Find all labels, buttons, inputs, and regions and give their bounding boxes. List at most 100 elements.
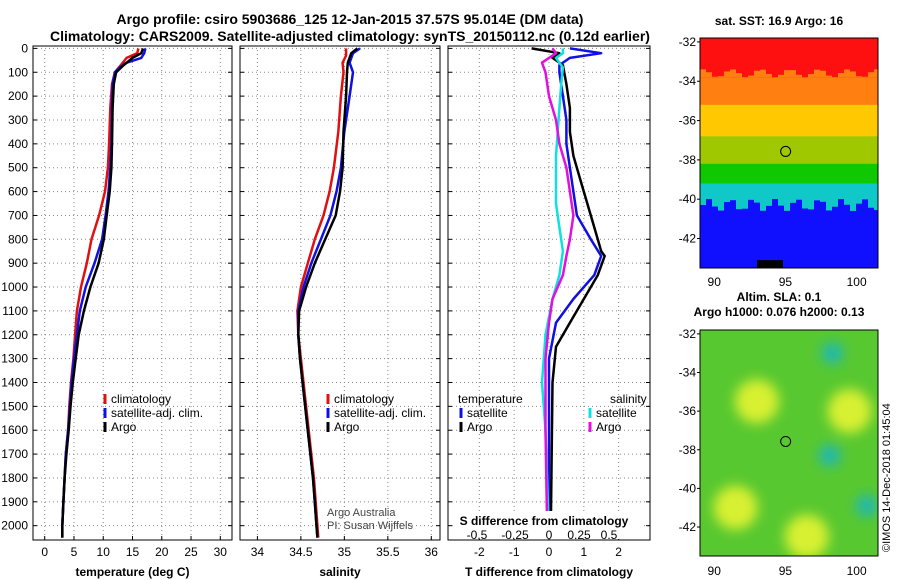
map-y-tick-label: -40 xyxy=(679,192,697,206)
series-line-temperature-argo xyxy=(531,47,606,538)
sst-pixel xyxy=(868,72,874,78)
secondary-x-axis-label: S difference from climatology xyxy=(460,514,629,528)
sla-map xyxy=(700,330,878,556)
map-y-tick-label: -40 xyxy=(679,481,697,495)
sst-pixel xyxy=(826,210,832,211)
y-tick-label: 1900 xyxy=(1,495,28,509)
sla-anomaly-blob xyxy=(734,379,779,424)
sst-pixel xyxy=(730,200,736,211)
x-tick-label: 1 xyxy=(580,545,587,559)
imos-timestamp: ©IMOS 14-Dec-2018 01:45:04 xyxy=(881,403,893,552)
sst-pixel xyxy=(790,202,796,211)
x-axis-label: temperature (deg C) xyxy=(75,565,189,579)
series-line-salinity-argo xyxy=(540,47,575,538)
x-tick-label: -2 xyxy=(474,545,485,559)
sst-pixel xyxy=(838,199,844,211)
sst-pixel xyxy=(712,76,718,78)
map-x-tick-label: 90 xyxy=(708,564,722,578)
sst-pixel xyxy=(736,73,742,78)
map-y-tick-label: -32 xyxy=(679,35,697,49)
sst-pixel xyxy=(730,69,736,78)
map-frame xyxy=(699,37,879,269)
legend-label: Argo xyxy=(334,420,360,434)
y-tick-label: 900 xyxy=(8,256,28,270)
sst-pixel xyxy=(874,209,878,211)
secondary-x-tick-label: -0.5 xyxy=(467,528,488,542)
sla-map-title-line1: Altim. SLA: 0.1 xyxy=(737,290,822,304)
argo-location-marker xyxy=(780,145,792,157)
sst-band xyxy=(700,163,878,184)
map-y-tick-label: -38 xyxy=(679,443,697,457)
x-tick-label: -1 xyxy=(509,545,520,559)
sst-pixel xyxy=(766,205,772,211)
sst-pixel xyxy=(742,208,748,211)
sst-pixel xyxy=(724,202,730,211)
sst-pixel xyxy=(736,209,742,211)
sst-pixel xyxy=(718,76,724,78)
sst-pixel xyxy=(802,208,808,211)
sst-pixel xyxy=(796,74,802,78)
y-tick-label: 1000 xyxy=(1,280,28,294)
sla-anomaly-blob xyxy=(713,485,758,530)
sst-pixel xyxy=(850,71,856,78)
map-frame xyxy=(699,329,879,557)
x-tick-label: 35.5 xyxy=(376,545,400,559)
y-tick-label: 2000 xyxy=(1,519,28,533)
legend-label: climatology xyxy=(111,392,171,406)
map-y-tick-label: -34 xyxy=(679,74,697,88)
map-y-tick-label: -36 xyxy=(679,114,697,128)
sst-pixel xyxy=(706,72,712,78)
sst-pixel xyxy=(778,74,784,78)
land-mask xyxy=(756,260,783,268)
sst-band xyxy=(700,210,878,268)
sst-pixel xyxy=(796,199,802,211)
secondary-x-tick-label: 0 xyxy=(546,528,553,542)
sst-pixel xyxy=(820,201,826,211)
sst-pixel xyxy=(856,203,862,211)
x-tick-label: 0 xyxy=(546,545,553,559)
legend-title: temperature xyxy=(458,392,523,406)
sst-pixel xyxy=(808,73,814,78)
chart-title-line1: Argo profile: csiro 5903686_125 12-Jan-2… xyxy=(116,11,584,27)
sla-blobs xyxy=(713,342,878,556)
series-line-argo xyxy=(297,47,359,538)
credit-text: PI: Susan Wijffels xyxy=(327,520,413,532)
sst-pixel xyxy=(862,76,868,78)
y-tick-label: 1500 xyxy=(1,399,28,413)
series-line-argo xyxy=(61,47,145,538)
y-tick-label: 800 xyxy=(8,232,28,246)
y-tick-label: 1200 xyxy=(1,328,28,342)
x-axis-label: salinity xyxy=(319,565,361,579)
map-x-tick-label: 100 xyxy=(847,564,867,578)
sst-pixel xyxy=(754,202,760,211)
sst-pixel xyxy=(724,71,730,78)
sla-anomaly-blob xyxy=(855,494,878,517)
legend-label: Argo xyxy=(596,420,622,434)
x-tick-label: 25 xyxy=(184,545,198,559)
y-tick-label: 400 xyxy=(8,137,28,151)
credit-text: Argo Australia xyxy=(327,507,396,519)
secondary-axis-bg xyxy=(456,511,642,539)
series-line-salinity-satellite xyxy=(540,48,565,538)
sst-band xyxy=(700,77,878,106)
sst-pixel xyxy=(760,69,766,78)
secondary-x-tick-label: 0.5 xyxy=(601,528,618,542)
sst-pixel xyxy=(700,204,706,211)
legend-label: satellite-adj. clim. xyxy=(111,406,203,420)
legend-label: Argo xyxy=(111,420,137,434)
x-tick-label: 36 xyxy=(425,545,439,559)
secondary-x-tick-label: 0.25 xyxy=(567,528,591,542)
y-tick-label: 1800 xyxy=(1,471,28,485)
y-tick-label: 200 xyxy=(8,89,28,103)
sla-map-title-line2: Argo h1000: 0.076 h2000: 0.13 xyxy=(694,305,865,319)
plot-frame xyxy=(32,45,233,541)
legend-label: Argo xyxy=(467,420,493,434)
sla-anomaly-blob xyxy=(821,342,844,365)
y-tick-label: 1600 xyxy=(1,423,28,437)
sst-band xyxy=(700,104,878,137)
y-tick-label: 100 xyxy=(8,65,28,79)
sst-pixel xyxy=(838,73,844,78)
sst-pixel xyxy=(766,73,772,78)
sst-pixel xyxy=(712,206,718,211)
